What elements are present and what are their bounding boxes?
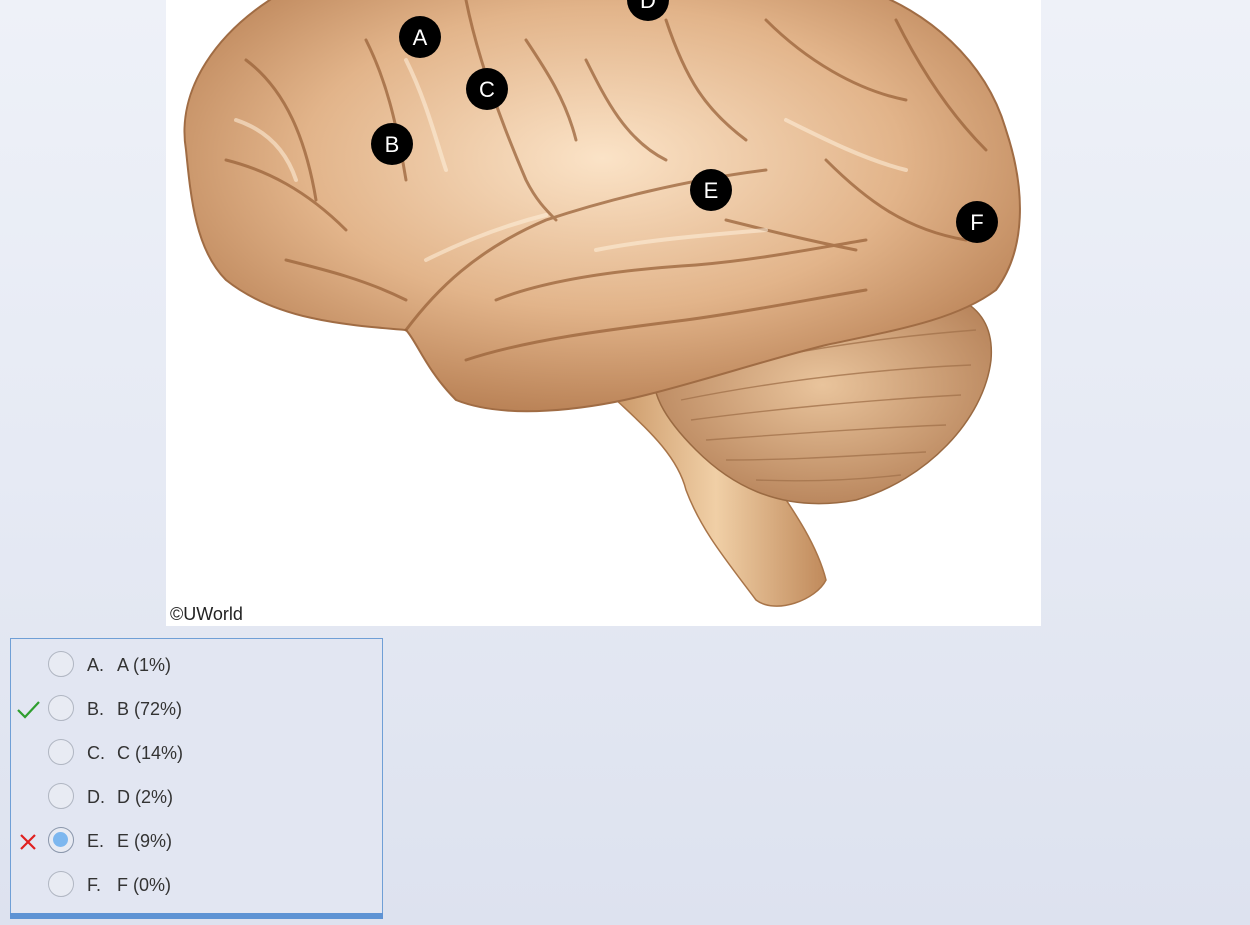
checkmark-icon xyxy=(17,701,40,719)
copyright-label: ©UWorld xyxy=(170,604,243,624)
marker-layer: A B C D E F xyxy=(371,0,998,243)
svg-text:D: D xyxy=(640,0,656,13)
choice-b-text: B (72%) xyxy=(117,699,183,719)
choice-d-letter: D. xyxy=(87,787,105,807)
choice-c-text: C (14%) xyxy=(117,743,184,763)
brain-illustration xyxy=(183,0,1021,607)
svg-text:F: F xyxy=(970,210,983,235)
choice-f-text: F (0%) xyxy=(117,875,171,895)
answer-choices-panel: A. A (1%) B. B (72%) C. C (14%) D. D (2%… xyxy=(10,638,383,919)
svg-text:C: C xyxy=(479,77,495,102)
choice-e-letter: E. xyxy=(87,831,105,851)
choice-a-letter: A. xyxy=(87,655,105,675)
choice-e-radio[interactable] xyxy=(48,827,74,853)
brain-figure: A B C D E F ©UWorld xyxy=(166,0,1041,626)
marker-a: A xyxy=(399,16,441,58)
choice-f-radio[interactable] xyxy=(48,871,74,897)
svg-text:E: E xyxy=(704,178,719,203)
marker-f: F xyxy=(956,201,998,243)
marker-b: B xyxy=(371,123,413,165)
cerebrum xyxy=(183,0,1021,413)
choice-b-radio[interactable] xyxy=(48,695,74,721)
choice-e[interactable]: E. E (9%) xyxy=(11,821,382,861)
choice-f[interactable]: F. F (0%) xyxy=(11,865,382,905)
choice-f-letter: F. xyxy=(87,875,102,895)
choice-e-text: E (9%) xyxy=(117,831,173,851)
choice-c-radio[interactable] xyxy=(48,739,74,765)
svg-text:A: A xyxy=(413,25,428,50)
choice-d-text: D (2%) xyxy=(117,787,174,807)
choice-b-letter: B. xyxy=(87,699,105,719)
marker-e: E xyxy=(690,169,732,211)
marker-c: C xyxy=(466,68,508,110)
choice-d[interactable]: D. D (2%) xyxy=(11,777,382,817)
svg-text:B: B xyxy=(385,132,400,157)
panel-bottom-bar xyxy=(10,913,383,919)
choice-d-radio[interactable] xyxy=(48,783,74,809)
choice-c[interactable]: C. C (14%) xyxy=(11,733,382,773)
choice-a-text: A (1%) xyxy=(117,655,172,675)
choice-a-radio[interactable] xyxy=(48,651,74,677)
choice-a[interactable]: A. A (1%) xyxy=(11,645,382,685)
choice-c-letter: C. xyxy=(87,743,105,763)
x-mark-icon xyxy=(20,834,36,850)
choice-b[interactable]: B. B (72%) xyxy=(11,689,382,729)
marker-d: D xyxy=(627,0,669,21)
